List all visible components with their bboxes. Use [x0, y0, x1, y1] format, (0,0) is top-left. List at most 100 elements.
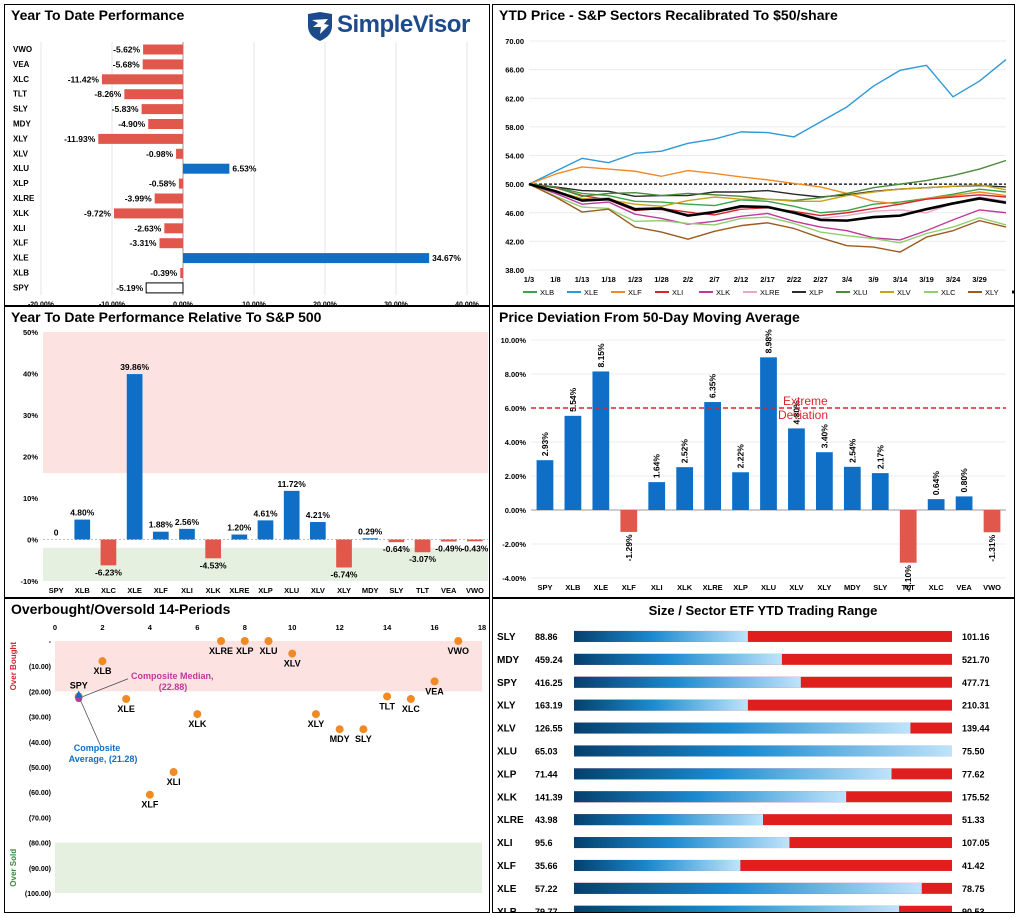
data-label: -6.74% — [331, 569, 358, 579]
x-tick-label: 14 — [383, 623, 392, 632]
x-tick-label: 10.00% — [242, 301, 267, 306]
data-label: -5.83% — [112, 104, 139, 114]
series-line-xly — [528, 183, 1007, 253]
high-value: 41.42 — [962, 861, 985, 871]
bar — [141, 104, 183, 115]
range-bar-current — [574, 814, 763, 826]
y-tick-label: 10.00% — [501, 336, 527, 345]
panel-price-deviation: Price Deviation From 50-Day Moving Avera… — [492, 306, 1015, 598]
data-label: 2.52% — [680, 439, 690, 464]
bar — [899, 510, 917, 563]
data-label: -11.42% — [68, 74, 100, 84]
range-bar-current — [574, 722, 911, 734]
panel-title: Overbought/Oversold 14-Periods — [11, 601, 231, 617]
bar — [564, 415, 582, 510]
x-tick-label: -10.00% — [99, 301, 126, 306]
data-label: 2.54% — [847, 438, 857, 463]
category-label: XLRE — [703, 583, 723, 592]
category-label: SLY — [389, 586, 403, 595]
bar — [983, 510, 1001, 533]
data-label: -6.23% — [95, 567, 122, 577]
bar — [143, 44, 183, 55]
category-label: VEA — [956, 583, 972, 592]
bar — [871, 473, 889, 510]
ticker-label: XLI — [497, 838, 513, 849]
point-label: XLC — [402, 704, 421, 714]
y-tick-label: (100.00) — [25, 891, 51, 898]
x-tick-label: 3/29 — [972, 275, 987, 284]
y-tick-label: (10.00) — [29, 664, 51, 671]
legend-label: XLB — [540, 288, 554, 297]
data-label: 4.80% — [791, 400, 801, 425]
range-bar-high — [574, 699, 952, 711]
data-label: -4.90% — [118, 119, 145, 129]
high-value: 521.70 — [962, 655, 990, 665]
bar — [788, 428, 805, 510]
x-tick-label: 18 — [478, 623, 486, 632]
y-tick-label: 40% — [23, 370, 38, 379]
point-xlb — [98, 657, 107, 666]
category-label: XLF — [13, 239, 28, 248]
category-label: XLE — [594, 583, 609, 592]
high-value: 210.31 — [962, 701, 990, 711]
y-tick-label: (70.00) — [29, 815, 51, 822]
bar — [414, 539, 431, 553]
category-label: VWO — [13, 45, 32, 54]
panel-title: Year To Date Performance — [11, 7, 185, 23]
data-label: -11.93% — [64, 134, 96, 144]
point-label: XLK — [188, 719, 207, 729]
point-mdy — [335, 725, 344, 734]
range-bar-current — [574, 745, 952, 757]
bar — [704, 402, 721, 510]
bar — [620, 510, 638, 532]
bar — [179, 528, 195, 540]
legend-label: XLK — [716, 288, 730, 297]
point-label: TLT — [379, 701, 395, 711]
data-label: -1.29% — [624, 534, 634, 561]
data-label: 1.20% — [227, 523, 252, 533]
bar — [74, 519, 91, 540]
category-label: XLF — [154, 586, 169, 595]
bar — [760, 357, 777, 510]
category-label: VEA — [13, 60, 30, 69]
y-tick-label: 50% — [23, 328, 38, 337]
y-tick-label: -10% — [20, 577, 38, 586]
y-tick-label: -4.00% — [502, 574, 526, 583]
x-tick-label: 2/7 — [709, 275, 719, 284]
x-tick-label: 2 — [100, 623, 104, 632]
y-tick-label: 4.00% — [505, 438, 527, 447]
bar — [843, 466, 861, 510]
point-label: XLB — [93, 666, 112, 676]
series-line-spy — [528, 182, 1007, 222]
data-label: -3.07% — [409, 554, 436, 564]
low-value: 88.86 — [535, 632, 558, 642]
y-tick-label: 2.00% — [505, 472, 527, 481]
x-tick-label: 2/22 — [787, 275, 802, 284]
y-tick-label: 70.00 — [505, 37, 524, 46]
category-label: XLRE — [13, 194, 35, 203]
series-line-xlu — [528, 159, 1007, 202]
legend-label: XLP — [809, 288, 823, 297]
y-tick-label: 42.00 — [505, 237, 524, 246]
category-label: VEA — [441, 586, 457, 595]
y-tick-label: 58.00 — [505, 123, 524, 132]
point-label: XLI — [167, 777, 181, 787]
point-label: XLE — [117, 704, 135, 714]
x-tick-label: 1/8 — [550, 275, 560, 284]
high-value: 139.44 — [962, 724, 990, 734]
category-label: XLP — [258, 586, 273, 595]
data-label: -0.64% — [383, 544, 410, 554]
data-label: 11.72% — [277, 479, 306, 489]
bar — [816, 452, 833, 510]
data-label: 4.61% — [253, 508, 278, 518]
data-label: -3.31% — [130, 238, 157, 248]
legend-label: XLV — [897, 288, 911, 297]
data-label: 0 — [54, 528, 59, 538]
y-tick-label: 38.00 — [505, 266, 524, 275]
high-value: 51.33 — [962, 815, 985, 825]
high-value: 75.50 — [962, 746, 985, 756]
legend-label: XLI — [672, 288, 683, 297]
composite-average-label: Composite — [74, 743, 121, 753]
category-label: SLY — [13, 105, 28, 114]
bar — [124, 89, 183, 100]
